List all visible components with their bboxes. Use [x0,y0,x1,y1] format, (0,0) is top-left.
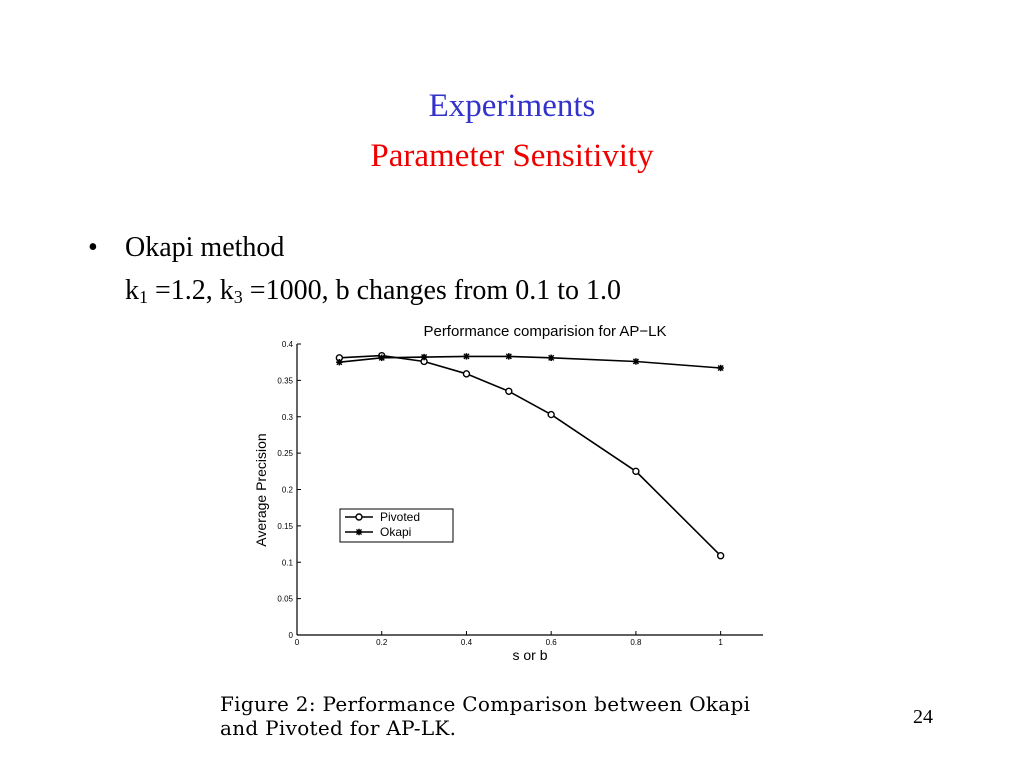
caption-line-2: and Pivoted for AP-LK. [220,716,457,740]
data-point-pivoted [632,467,640,476]
figure-caption: Figure 2: Performance Comparison between… [220,692,750,740]
param-k1-subscript: 1 [139,287,148,307]
data-point-okapi [717,364,724,372]
x-tick-label: 1 [718,638,723,647]
bullet-icon: • [88,232,98,263]
x-tick-label: 0.8 [630,638,642,647]
y-tick-label: 0.05 [277,595,293,604]
param-k3-rest: =1000, b changes from 0.1 to 1.0 [242,275,621,306]
data-point-okapi [336,358,343,366]
y-tick-label: 0.15 [277,522,293,531]
data-point-pivoted [462,370,471,378]
data-point-okapi [632,358,640,365]
chart-title: Performance comparision for AP−LK [423,323,666,340]
caption-line-1: Figure 2: Performance Comparison between… [220,692,751,716]
performance-chart: Performance comparision for AP−LK 00.050… [253,323,763,663]
slide-subtitle: Parameter Sensitivity [370,138,654,174]
data-point-pivoted [716,552,725,560]
parameter-line: k1 =1.2, k3 =1000, b changes from 0.1 to… [125,275,621,308]
y-axis-label: Average Precision [253,433,269,546]
data-point-okapi [378,354,385,362]
legend-marker-pivoted [355,513,363,521]
y-tick-label: 0.1 [282,558,294,567]
bullet-text: Okapi method [125,232,285,263]
x-axis-label: s or b [512,647,547,663]
y-tick-label: 0.35 [277,376,293,385]
y-tick-label: 0 [289,631,294,640]
legend-label-okapi: Okapi [380,525,411,539]
x-ticks: 0 0.2 0.4 0.6 0.8 1 [295,631,723,647]
data-point-okapi [505,353,513,360]
param-k1-base: k [125,275,139,306]
param-k3-subscript: 3 [233,287,243,307]
x-tick-label: 0.2 [376,638,388,647]
x-tick-label: 0.6 [546,638,558,647]
x-tick-label: 0.4 [461,638,473,647]
x-tick-label: 0 [295,638,300,647]
data-point-pivoted [547,410,555,419]
y-tick-label: 0.4 [282,340,294,349]
legend-marker-okapi [355,528,363,536]
y-ticks: 0 0.05 0.1 0.15 0.2 0.25 0.3 0.35 0.4 [277,340,301,640]
y-tick-label: 0.3 [282,413,294,422]
y-tick-label: 0.25 [277,449,293,458]
series-line-okapi [339,355,721,369]
legend-label-pivoted: Pivoted [380,510,420,524]
y-tick-label: 0.2 [282,486,294,495]
data-point-okapi [547,354,555,362]
page-number: 24 [913,706,933,728]
series-layer [335,351,725,560]
data-point-okapi [463,353,470,360]
data-point-okapi [420,353,428,361]
slide-title: Experiments [428,88,596,124]
series-line-pivoted [339,354,722,557]
data-point-pivoted [505,387,513,395]
param-k1-rest: =1.2, k [148,275,234,306]
